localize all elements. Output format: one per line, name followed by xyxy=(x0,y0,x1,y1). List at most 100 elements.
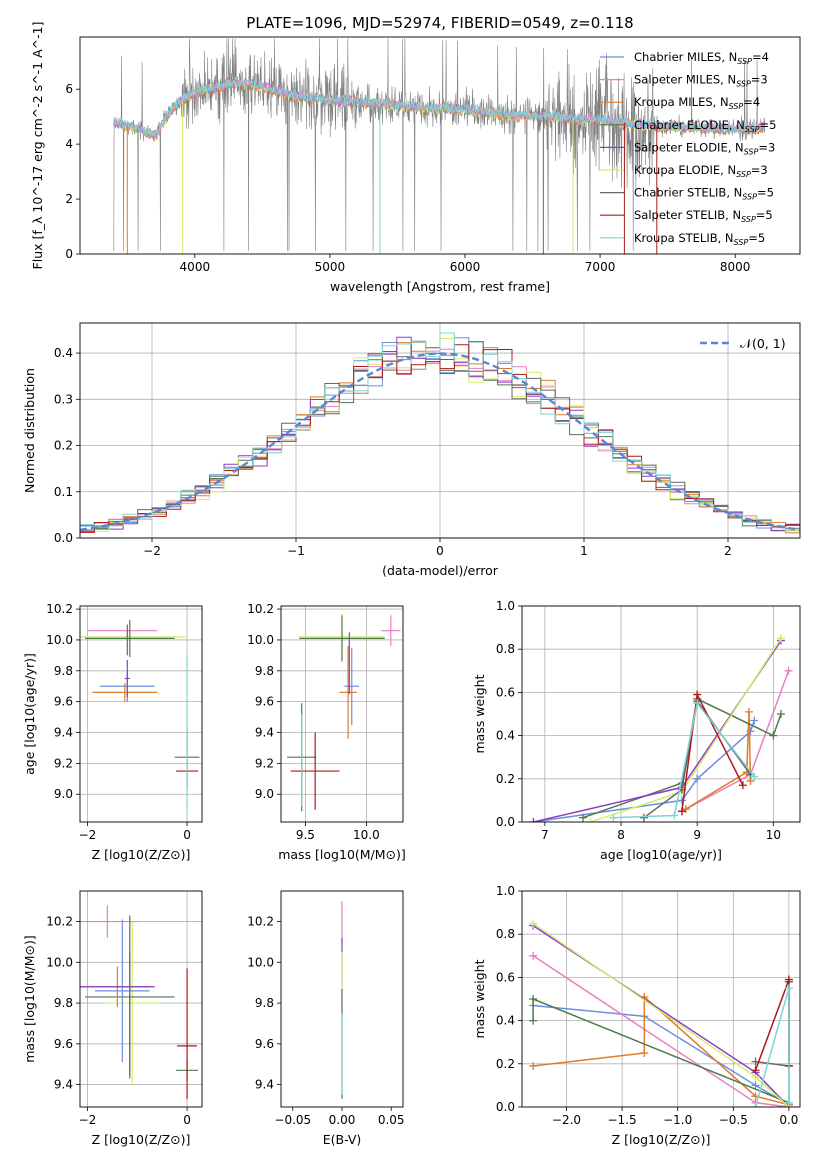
weight-marker xyxy=(784,666,793,675)
legend-entry-suffix: =5 xyxy=(760,118,777,132)
x-axis-label: wavelength [Angstrom, rest frame] xyxy=(330,279,550,294)
ticks: −2 0 9.0 9.2 9.4 9.6 9.8 10.0 10.2 xyxy=(46,602,191,842)
weight-marker xyxy=(639,813,648,822)
y-tick-label: 0.8 xyxy=(496,642,515,656)
weight-line-purple xyxy=(533,640,782,822)
y-tick-label: 9.8 xyxy=(255,996,274,1010)
weight-line-cyan xyxy=(613,701,755,819)
x-tick-label: −0.5 xyxy=(719,1113,748,1127)
y-tick-label: 9.0 xyxy=(54,787,73,801)
weight-marker xyxy=(776,710,785,718)
legend-entry-base: Kroupa MILES, N xyxy=(634,95,729,109)
legend-entry-base: Salpeter MILES, N xyxy=(634,73,736,87)
weight-marker xyxy=(693,699,702,708)
y-tick-label: 9.0 xyxy=(255,787,274,801)
x-tick-label: −1 xyxy=(287,544,305,558)
y-tick-label: 9.2 xyxy=(255,756,274,770)
y-tick-label: 9.8 xyxy=(255,664,274,678)
x-axis-label: Z [log10(Z/Z⊙)] xyxy=(92,1132,191,1147)
weight-line-pink xyxy=(532,955,789,1107)
legend-entry-sub: SSP xyxy=(734,238,749,247)
weight-marker xyxy=(529,951,538,960)
weight-marker xyxy=(751,1066,760,1075)
axes-frame xyxy=(79,36,801,255)
legend-entry-base: Salpeter STELIB, N xyxy=(634,208,741,222)
weight-marker xyxy=(776,634,785,643)
y-tick-label: 9.4 xyxy=(255,1078,274,1092)
weight-marker xyxy=(693,690,702,699)
weight-marker xyxy=(751,1103,760,1107)
legend-entry: Kroupa MILES, NSSP=4 xyxy=(634,95,760,111)
legend-entry-suffix: =3 xyxy=(758,140,775,154)
y-tick-label: 10.2 xyxy=(247,915,274,929)
y-tick-label: 10.2 xyxy=(46,915,73,929)
axes-age_vs_Z: −2 0 9.0 9.2 9.4 9.6 9.8 10.0 10.2 Z [log10(Z/Z⊙)… xyxy=(22,602,203,862)
legend-entry-suffix: =4 xyxy=(743,95,760,109)
plot-area xyxy=(80,905,199,1099)
x-tick-label: 1 xyxy=(580,544,588,558)
legend-entry: Chabrier STELIB, NSSP=5 xyxy=(634,186,774,202)
histogram-step-gray xyxy=(80,340,800,529)
axes-mass_vs_Z: −2 0 9.4 9.6 9.8 10.0 10.2 Z [log10(Z/Z⊙)] mass … xyxy=(22,890,203,1147)
weight-line-purple xyxy=(532,924,790,1107)
legend-entry: Kroupa ELODIE, NSSP=3 xyxy=(634,163,768,179)
y-axis-label: mass weight xyxy=(472,959,487,1038)
x-tick-label: 0 xyxy=(183,828,191,842)
legend-entry-base: Salpeter ELODIE, N xyxy=(634,140,744,154)
x-tick-label: 0 xyxy=(436,544,444,558)
x-tick-label: 10.0 xyxy=(353,828,380,842)
legend-entry-suffix: =3 xyxy=(751,163,768,177)
legend-entry-sub: SSP xyxy=(741,215,756,224)
legend-entry-suffix: =4 xyxy=(752,50,769,64)
weight-marker xyxy=(750,716,759,725)
legend-entry-normal: 𝒩(0, 1) xyxy=(740,336,786,351)
weight-marker xyxy=(609,813,618,822)
axes-frame xyxy=(280,605,404,823)
legend-entry-base: Chabrier MILES, N xyxy=(634,50,737,64)
x-tick-label: 2 xyxy=(724,544,732,558)
legend-entry-suffix: =3 xyxy=(751,73,768,87)
weight-line-darkgreen xyxy=(532,981,790,1104)
ticks: −2.0 −1.5 −1.0 −0.5 0.0 0.0 0.2 0.4 0.6 0.8 1.0 xyxy=(496,884,799,1127)
y-tick-label: 0.2 xyxy=(496,772,515,786)
y-tick-label: 9.6 xyxy=(255,695,274,709)
legend-entry-sub: SSP xyxy=(742,193,757,202)
y-tick-label: 0.6 xyxy=(496,970,515,984)
spectrum-model-line-cyan xyxy=(113,76,765,137)
y-tick-label: 0.0 xyxy=(54,531,73,545)
weight-marker xyxy=(738,781,747,790)
y-tick-label: 10.0 xyxy=(247,955,274,969)
y-tick-label: 0.3 xyxy=(54,392,73,406)
normal-curve xyxy=(80,352,800,532)
weight-marker xyxy=(529,919,538,928)
weight-marker xyxy=(529,1016,538,1025)
y-tick-label: 1.0 xyxy=(496,884,515,898)
y-tick-label: 0.8 xyxy=(496,927,515,941)
weight-marker xyxy=(750,772,759,781)
figure-title: PLATE=1096, MJD=52974, FIBERID=0549, z=0… xyxy=(246,14,633,32)
legend-entry-sub: SSP xyxy=(729,102,744,111)
x-tick-label: 6000 xyxy=(450,260,481,274)
weight-line-orange xyxy=(685,711,752,810)
legend-entry-sub: SSP xyxy=(737,57,752,66)
x-axis-label: Z [log10(Z/Z⊙)] xyxy=(92,847,191,862)
axes-age_vs_mass: 9.5 10.0 9.0 9.2 9.4 9.6 9.8 10.0 10.2 mass [log1… xyxy=(247,602,406,862)
x-tick-label: −2 xyxy=(79,1113,97,1127)
y-tick-label: 0.1 xyxy=(54,485,73,499)
ticks: 4000 5000 6000 7000 8000 0 2 4 6 xyxy=(65,82,750,274)
weight-marker xyxy=(578,813,587,822)
y-axis-label: mass weight xyxy=(472,674,487,753)
y-tick-label: 10.2 xyxy=(247,602,274,616)
y-tick-label: 0.0 xyxy=(496,1100,515,1114)
y-tick-label: 0.4 xyxy=(496,729,515,743)
x-axis-label: Z [log10(Z/Z⊙)] xyxy=(612,1132,711,1147)
x-axis-label: (data-model)/error xyxy=(382,563,499,578)
x-tick-label: 7 xyxy=(541,828,549,842)
weight-marker xyxy=(784,975,793,984)
x-tick-label: 5000 xyxy=(315,260,346,274)
y-axis-label: age [log10(age/yr)] xyxy=(22,653,37,775)
weight-line-red xyxy=(754,979,790,1071)
